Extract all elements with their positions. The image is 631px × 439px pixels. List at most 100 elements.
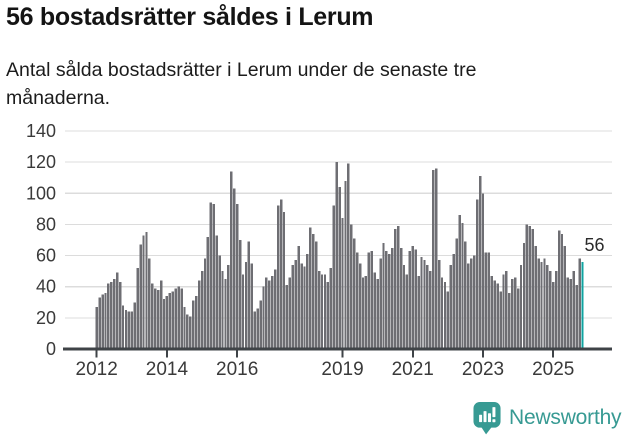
bar (145, 232, 148, 349)
subtitle-line-2: månaderna. (6, 86, 111, 109)
bar (224, 278, 227, 349)
bar (481, 193, 485, 349)
x-tick-label: 2014 (146, 359, 189, 380)
bar (326, 282, 330, 349)
bar (358, 263, 362, 349)
bar (259, 300, 262, 349)
bar (209, 202, 213, 349)
bar (303, 266, 306, 349)
bar (370, 250, 373, 349)
newsworthy-logo[interactable]: Newsworthy (473, 401, 622, 435)
bar (353, 238, 356, 349)
bar (499, 291, 502, 349)
bar (344, 180, 347, 349)
bar (215, 235, 218, 349)
bar (388, 254, 391, 349)
bar (475, 199, 479, 349)
bar (130, 311, 134, 349)
bar (543, 258, 546, 349)
bar (317, 271, 321, 349)
bar (434, 168, 438, 349)
bar (329, 268, 333, 349)
bar (443, 282, 447, 349)
bar (493, 280, 496, 349)
bar (373, 272, 376, 349)
bar (361, 277, 365, 349)
bar (452, 254, 455, 349)
bar (385, 250, 388, 349)
bar (233, 188, 236, 349)
bar (569, 278, 572, 349)
bar (546, 264, 549, 349)
bar (265, 277, 268, 349)
bar (113, 278, 116, 349)
bar (171, 291, 174, 349)
bar (522, 243, 526, 349)
bar (402, 264, 406, 349)
bar (516, 288, 520, 349)
bar (186, 314, 189, 349)
bar (508, 292, 511, 349)
x-tick-label: 2021 (392, 359, 434, 380)
bar (136, 268, 139, 349)
bar (496, 283, 499, 349)
bar (256, 308, 259, 349)
bar (557, 230, 561, 349)
bar (203, 258, 207, 349)
bar (338, 187, 341, 349)
bar (332, 205, 335, 349)
bar (177, 286, 180, 349)
bar (446, 291, 450, 349)
bar (478, 176, 482, 349)
subtitle: Antal sålda bostadsrätter i Lerum under … (6, 57, 476, 112)
bar (429, 271, 432, 349)
bar (528, 225, 532, 349)
bar (306, 254, 309, 349)
bar (320, 274, 324, 349)
bar (183, 306, 186, 349)
bar (218, 255, 221, 349)
bar (426, 264, 429, 349)
bar (192, 300, 195, 349)
bar (537, 258, 540, 349)
bar (534, 246, 537, 349)
bar (247, 241, 251, 349)
bar (511, 278, 514, 349)
bar (323, 274, 327, 349)
bar (464, 241, 467, 349)
bar (578, 258, 581, 349)
bar (294, 260, 297, 349)
bar (291, 264, 294, 349)
bar (156, 289, 160, 349)
bar (142, 235, 145, 349)
bar (279, 199, 283, 349)
bar (502, 274, 505, 349)
bar (490, 275, 493, 349)
bar (355, 252, 359, 349)
bar (151, 283, 154, 349)
y-tick-label: 100 (26, 183, 56, 203)
bar (484, 252, 488, 349)
bar (391, 247, 394, 349)
bar (124, 310, 128, 349)
subtitle-line-1: Antal sålda bostadsrätter i Lerum under … (6, 59, 477, 81)
y-tick-label: 80 (36, 214, 56, 234)
page-title: 56 bostadsrätter såldes i Lerum (6, 3, 374, 31)
bar (411, 246, 414, 349)
bar (540, 261, 543, 349)
bar (347, 163, 350, 349)
bar (180, 288, 183, 349)
bar (200, 271, 204, 349)
bar (154, 288, 157, 349)
bar (274, 269, 277, 349)
bar (458, 215, 461, 349)
y-tick-label: 0 (46, 339, 56, 359)
bar (314, 241, 318, 349)
bar (98, 297, 101, 349)
bar (420, 257, 423, 349)
bar (461, 222, 464, 349)
bar (417, 275, 420, 349)
y-tick-label: 40 (36, 277, 56, 297)
highlighted-bar (581, 261, 584, 349)
